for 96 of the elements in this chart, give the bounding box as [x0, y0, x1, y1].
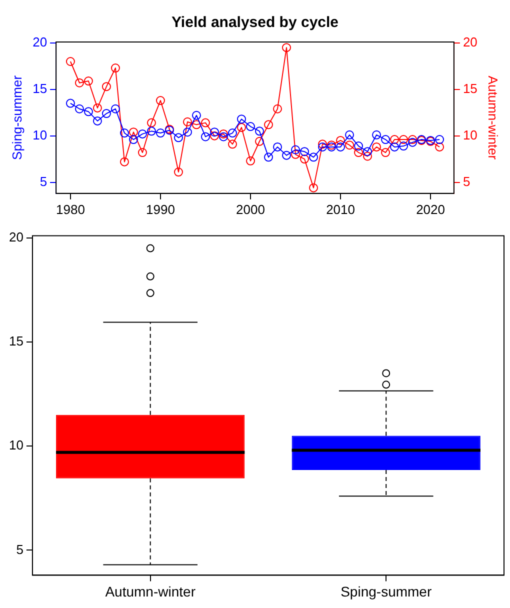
- point: [408, 135, 418, 144]
- point: [399, 135, 408, 144]
- point: [66, 57, 75, 66]
- point: [138, 148, 147, 158]
- point: [200, 118, 210, 128]
- y-tick-label: 15: [8, 334, 24, 349]
- point: [102, 109, 111, 118]
- y-tick-label: 5: [40, 174, 48, 189]
- point: [435, 142, 444, 152]
- point: [282, 150, 292, 160]
- x-tick-label: 1990: [146, 202, 175, 217]
- point: [120, 157, 129, 166]
- point: [264, 152, 274, 162]
- point: [246, 156, 255, 166]
- point: [345, 130, 354, 140]
- point: [363, 152, 372, 161]
- point: [408, 138, 418, 147]
- point: [218, 129, 228, 138]
- point: [282, 43, 292, 52]
- point: [354, 142, 364, 151]
- point: [390, 135, 400, 144]
- point: [146, 118, 156, 128]
- point: [273, 104, 282, 114]
- point: [228, 128, 237, 138]
- point: [372, 142, 382, 152]
- point: [228, 140, 237, 149]
- point: [120, 128, 129, 138]
- point: [246, 122, 255, 132]
- point: [84, 76, 93, 86]
- y2-axis-title: Autumn-winter: [486, 76, 501, 160]
- y2-tick-label: 15: [462, 80, 478, 96]
- point: [300, 147, 310, 156]
- point: [74, 104, 84, 114]
- point: [318, 142, 328, 152]
- point: [210, 128, 219, 137]
- point: [156, 128, 165, 138]
- point: [300, 154, 310, 164]
- x-tick-label: 2020: [416, 202, 445, 217]
- point: [318, 140, 328, 149]
- point: [146, 126, 156, 136]
- point: [74, 78, 84, 88]
- point: [390, 142, 400, 152]
- point: [291, 150, 300, 159]
- point: [66, 98, 75, 108]
- point: [200, 132, 210, 142]
- point: [435, 135, 444, 144]
- point: [182, 128, 192, 137]
- point: [336, 142, 346, 152]
- point: [336, 136, 346, 145]
- point: [138, 129, 147, 138]
- y2-tick-label: 20: [462, 34, 478, 50]
- point: [218, 132, 228, 142]
- y-tick-label: 5: [16, 542, 24, 557]
- point: [92, 103, 102, 112]
- y-axis-title: Sping-summer: [9, 74, 24, 160]
- point: [381, 135, 390, 144]
- point: [264, 120, 274, 130]
- point: [174, 133, 183, 142]
- point: [399, 142, 408, 151]
- point: [237, 114, 246, 124]
- point: [309, 152, 318, 162]
- x-tick-label: 1980: [56, 202, 85, 217]
- point: [110, 64, 120, 73]
- point: [381, 148, 390, 158]
- y2-tick-label: 5: [462, 174, 470, 189]
- point: [128, 135, 138, 144]
- point: [110, 104, 120, 114]
- y-tick-label: 10: [8, 438, 24, 453]
- point: [372, 130, 382, 140]
- point: [291, 145, 300, 154]
- point: [309, 183, 318, 192]
- point: [156, 96, 165, 106]
- point: [174, 168, 183, 177]
- point: [84, 107, 93, 116]
- point: [92, 116, 102, 126]
- y-tick-label: 20: [8, 229, 24, 244]
- point: [255, 126, 264, 136]
- point: [128, 128, 138, 137]
- point: [192, 110, 201, 120]
- point: [237, 122, 246, 132]
- point: [354, 148, 364, 158]
- point: [192, 120, 201, 130]
- point: [102, 82, 111, 92]
- x-tick-label: 2000: [236, 202, 265, 217]
- point: [363, 147, 372, 156]
- y-tick-label: 15: [32, 80, 48, 96]
- point: [345, 140, 354, 150]
- point: [210, 131, 219, 140]
- point: [182, 117, 192, 126]
- x-tick-label: 2010: [326, 202, 355, 217]
- chart-title: Yield analysed by cycle: [171, 14, 339, 32]
- y2-tick-label: 10: [462, 127, 478, 142]
- y-tick-label: 10: [32, 127, 48, 142]
- point: [273, 142, 282, 152]
- y-tick-label: 20: [32, 34, 48, 50]
- point: [255, 136, 264, 146]
